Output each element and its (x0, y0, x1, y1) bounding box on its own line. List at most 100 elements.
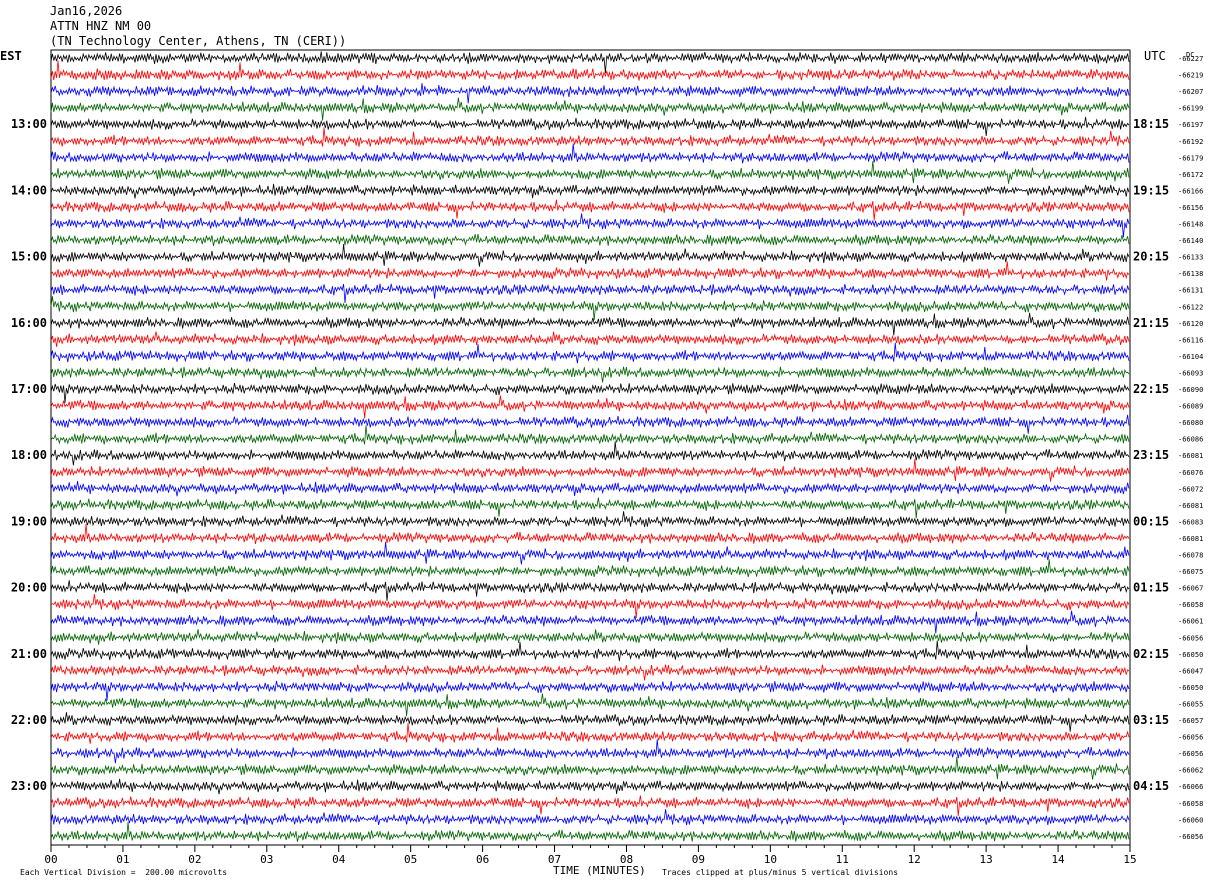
dc-offset-label: -66086 (1178, 436, 1203, 444)
x-tick-label: 00 (44, 853, 57, 866)
x-tick-label: 04 (332, 853, 346, 866)
dc-offset-label: -66081 (1178, 452, 1203, 460)
plot-frame (50, 49, 1131, 846)
dc-offset-label: -66075 (1178, 568, 1203, 576)
trace-line (50, 382, 1130, 403)
x-tick-label: 15 (1123, 853, 1136, 866)
trace-line (50, 640, 1130, 662)
dc-offset-label: -66219 (1178, 72, 1203, 80)
right-hour-axis: 18:15 19:15 20:15 21:15 22:15 23:15 00:15 01:15… (1133, 117, 1169, 793)
dc-offset-axis: -66227 -66219 -66207 -66199 -66197 -66192 -661… (1178, 55, 1203, 841)
trace-line (50, 395, 1130, 419)
trace-line (50, 425, 1130, 445)
dc-offset-label: -66192 (1178, 138, 1203, 146)
trace-line (50, 213, 1130, 238)
trace-line (50, 414, 1130, 434)
left-hour-label: 16:00 (11, 316, 47, 330)
left-timezone-label: EST (0, 49, 22, 63)
trace-line (50, 234, 1130, 247)
trace-line (50, 296, 1130, 321)
x-tick-label: 01 (116, 853, 129, 866)
trace-line (50, 480, 1130, 497)
dc-offset-label: -66078 (1178, 552, 1203, 560)
x-tick-label: 09 (692, 853, 705, 866)
right-hour-label: 02:15 (1133, 647, 1169, 661)
dc-offset-label: -66089 (1178, 403, 1203, 411)
dc-header: DC (1186, 51, 1194, 59)
trace-line (50, 712, 1130, 732)
x-tick-label: 05 (404, 853, 417, 866)
x-tick-label: 10 (764, 853, 777, 866)
left-hour-label: 18:00 (11, 448, 47, 462)
dc-offset-label: -66120 (1178, 320, 1203, 328)
dc-offset-label: -66056 (1178, 750, 1203, 758)
dc-offset-label: -66083 (1178, 518, 1203, 526)
right-hour-label: 03:15 (1133, 713, 1169, 727)
dc-offset-label: -66081 (1178, 535, 1203, 543)
trace-line (50, 594, 1130, 619)
trace-line (50, 629, 1130, 645)
scale-note: Each Vertical Division = 200.00 microvol… (20, 868, 228, 877)
trace-line (50, 97, 1130, 121)
dc-offset-label: -66166 (1178, 187, 1203, 195)
dc-offset-label: -66199 (1178, 105, 1203, 113)
right-hour-label: 04:15 (1133, 779, 1169, 793)
dc-offset-label: -66062 (1178, 767, 1203, 775)
dc-offset-label: -66207 (1178, 88, 1203, 96)
trace-line (50, 183, 1130, 199)
dc-offset-label: -66056 (1178, 833, 1203, 841)
trace-line (50, 524, 1130, 544)
dc-offset-label: -66148 (1178, 221, 1203, 229)
trace-line (50, 342, 1130, 364)
trace-line (50, 127, 1130, 147)
dc-offset-label: -66116 (1178, 336, 1203, 344)
right-hour-label: 21:15 (1133, 316, 1169, 330)
dc-offset-label: -66058 (1178, 601, 1203, 609)
trace-line (50, 441, 1130, 466)
right-hour-label: 23:15 (1133, 448, 1169, 462)
dc-offset-label: -66056 (1178, 634, 1203, 642)
trace-line (50, 161, 1130, 184)
trace-line (50, 51, 1130, 74)
trace-line (50, 261, 1130, 281)
dc-offset-label: -66104 (1178, 353, 1203, 361)
dc-offset-label: -66140 (1178, 237, 1203, 245)
left-hour-label: 21:00 (11, 647, 47, 661)
trace-line (50, 809, 1130, 826)
dc-offset-label: -66081 (1178, 502, 1203, 510)
dc-offset-label: -66172 (1178, 171, 1203, 179)
trace-line (50, 723, 1130, 744)
trace-line (50, 366, 1130, 383)
left-hour-label: 23:00 (11, 779, 47, 793)
location-label: (TN Technology Center, Athens, TN (CERI)… (50, 34, 347, 48)
dc-offset-label: -66179 (1178, 154, 1203, 162)
dc-offset-label: -66138 (1178, 270, 1203, 278)
dc-offset-label: -66122 (1178, 303, 1203, 311)
trace-line (50, 312, 1130, 336)
station-label: ATTN HNZ NM 00 (50, 19, 152, 33)
trace-line (50, 243, 1130, 267)
right-hour-label: 20:15 (1133, 250, 1169, 264)
trace-line (50, 693, 1130, 717)
trace-line (50, 83, 1130, 104)
left-hour-axis: 13:00 14:00 15:00 16:00 17:00 18:00 19:00 20:00… (11, 117, 47, 793)
dc-offset-label: -66055 (1178, 700, 1203, 708)
right-timezone-label: UTC (1144, 49, 1166, 63)
right-hour-label: 19:15 (1133, 183, 1169, 197)
trace-line (50, 778, 1130, 795)
dc-offset-label: -66047 (1178, 667, 1203, 675)
dc-offset-label: -66056 (1178, 734, 1203, 742)
x-tick-label: 07 (548, 853, 561, 866)
left-hour-label: 17:00 (11, 382, 47, 396)
trace-line (50, 559, 1130, 578)
dc-offset-label: -66076 (1178, 469, 1203, 477)
dc-offset-label: -66227 (1178, 55, 1203, 63)
trace-line (50, 739, 1130, 764)
dc-offset-label: -66197 (1178, 121, 1203, 129)
dc-offset-label: -66061 (1178, 618, 1203, 626)
dc-offset-label: -66090 (1178, 386, 1203, 394)
dc-offset-label: -66093 (1178, 369, 1203, 377)
trace-line (50, 664, 1130, 681)
trace-line (50, 580, 1130, 601)
dc-offset-label: -66060 (1178, 816, 1203, 824)
